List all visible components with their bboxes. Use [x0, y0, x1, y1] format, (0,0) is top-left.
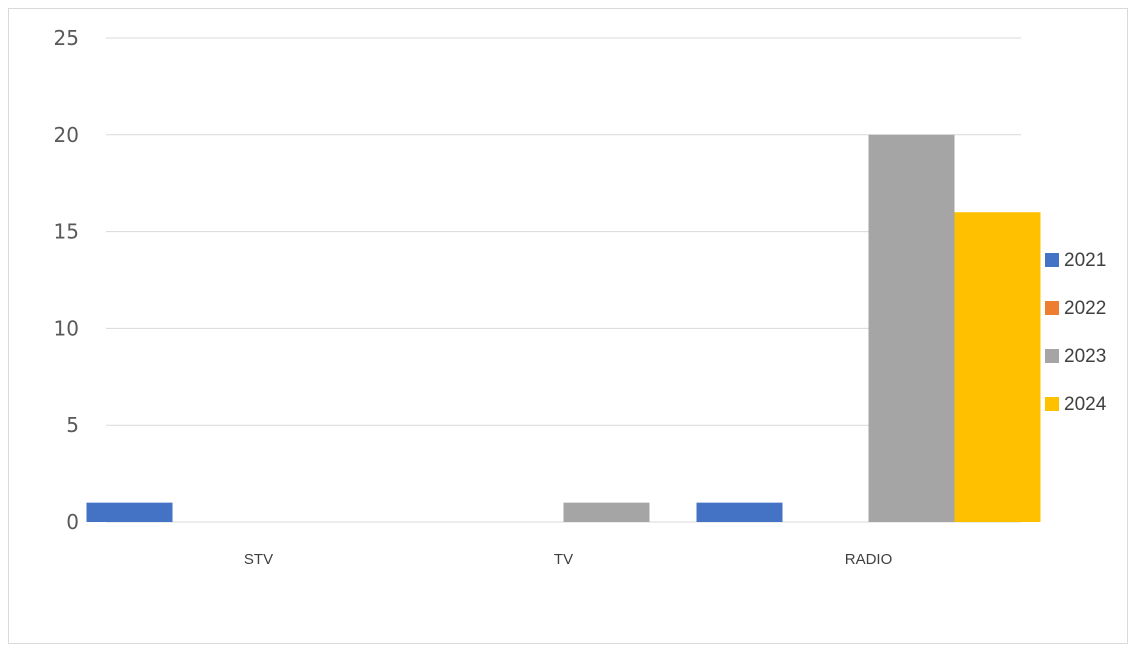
bars	[86, 134, 1041, 523]
bar-stv-2021	[86, 502, 173, 522]
y-tick-label-25: 25	[54, 26, 79, 50]
y-tick-label-5: 5	[66, 413, 79, 437]
y-axis-ticks: 0 5 10 15 20 25	[54, 26, 79, 534]
y-tick-label-10: 10	[54, 316, 79, 340]
x-tick-label-stv: STV	[244, 551, 273, 568]
legend-swatch-2022	[1045, 301, 1059, 315]
y-tick-label-15: 15	[54, 220, 79, 244]
legend: 2021 2022 2023 2024	[1045, 250, 1107, 415]
legend-label-2024: 2024	[1064, 394, 1107, 415]
y-tick-label-0: 0	[66, 510, 79, 534]
legend-swatch-2024	[1045, 397, 1059, 411]
legend-swatch-2023	[1045, 349, 1059, 363]
legend-label-2021: 2021	[1064, 250, 1106, 271]
bar-radio-2024	[954, 212, 1041, 523]
legend-label-2022: 2022	[1064, 298, 1106, 319]
x-axis-ticks: STV TV RADIO	[244, 551, 892, 568]
bar-tv-2023	[563, 502, 650, 522]
y-tick-label-20: 20	[54, 123, 79, 147]
chart-frame: 0 5 10 15 20 25 STV TV RADIO 2021 2022 2023 2024	[8, 8, 1128, 644]
x-tick-label-radio: RADIO	[845, 551, 893, 568]
bar-chart: 0 5 10 15 20 25 STV TV RADIO 2021 2022 2023 2024	[54, 26, 1107, 568]
x-tick-label-tv: TV	[554, 551, 573, 568]
legend-label-2023: 2023	[1064, 346, 1106, 367]
bar-radio-2023	[868, 134, 955, 523]
legend-swatch-2021	[1045, 253, 1059, 267]
bar-radio-2021	[696, 502, 783, 522]
